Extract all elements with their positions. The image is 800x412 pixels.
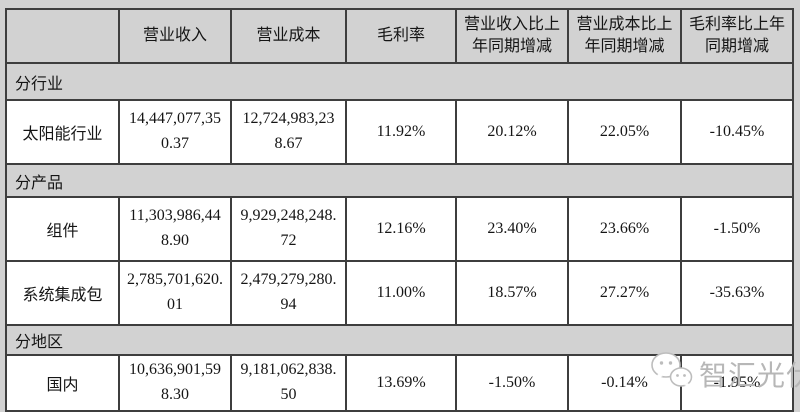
section-row-by-region: 分地区 xyxy=(5,324,794,356)
cell-cost-yoy: 27.27% xyxy=(567,260,682,326)
header-cell-empty xyxy=(5,8,120,64)
segment-table: 营业收入 营业成本 毛利率 营业收入比上 年同期增减 营业成本比上 年同期增减 … xyxy=(5,8,794,412)
cell-margin-yoy: -10.45% xyxy=(680,99,794,165)
cell-revenue-yoy: -1.50% xyxy=(455,354,569,412)
cell-margin: 11.00% xyxy=(345,260,457,326)
cell-revenue: 10,636,901,598.30 xyxy=(118,354,232,412)
header-cell-cost-yoy: 营业成本比上 年同期增减 xyxy=(567,8,682,64)
row-label: 组件 xyxy=(5,196,120,262)
section-label: 分地区 xyxy=(5,324,794,356)
table-row-domestic: 国内 10,636,901,598.30 9,181,062,838.50 13… xyxy=(5,354,794,412)
header-cell-revenue: 营业收入 xyxy=(118,8,232,64)
section-row-by-product: 分产品 xyxy=(5,163,794,198)
section-label: 分行业 xyxy=(5,62,794,101)
cell-margin: 13.69% xyxy=(345,354,457,412)
cell-margin-yoy: -1.50% xyxy=(680,196,794,262)
cell-cost: 9,181,062,838.50 xyxy=(230,354,347,412)
row-label: 国内 xyxy=(5,354,120,412)
cell-cost-yoy: 22.05% xyxy=(567,99,682,165)
header-cell-margin-yoy: 毛利率比上年 同期增减 xyxy=(680,8,794,64)
cell-margin: 12.16% xyxy=(345,196,457,262)
cell-cost: 9,929,248,248.72 xyxy=(230,196,347,262)
table-row-modules: 组件 11,303,986,448.90 9,929,248,248.72 12… xyxy=(5,196,794,262)
header-cell-margin: 毛利率 xyxy=(345,8,457,64)
cell-revenue-yoy: 23.40% xyxy=(455,196,569,262)
cell-cost: 2,479,279,280.94 xyxy=(230,260,347,326)
cell-revenue: 14,447,077,350.37 xyxy=(118,99,232,165)
table-row-solar-industry: 太阳能行业 14,447,077,350.37 12,724,983,238.6… xyxy=(5,99,794,165)
section-label: 分产品 xyxy=(5,163,794,198)
row-label: 太阳能行业 xyxy=(5,99,120,165)
cell-revenue: 11,303,986,448.90 xyxy=(118,196,232,262)
row-label: 系统集成包 xyxy=(5,260,120,326)
cell-revenue-yoy: 20.12% xyxy=(455,99,569,165)
header-cell-cost: 营业成本 xyxy=(230,8,347,64)
cell-cost-yoy: 23.66% xyxy=(567,196,682,262)
cell-margin-yoy: -1.95% xyxy=(680,354,794,412)
section-row-by-industry: 分行业 xyxy=(5,62,794,101)
cell-margin-yoy: -35.63% xyxy=(680,260,794,326)
cell-cost-yoy: -0.14% xyxy=(567,354,682,412)
table-row-system-integration: 系统集成包 2,785,701,620.01 2,479,279,280.94 … xyxy=(5,260,794,326)
header-cell-revenue-yoy: 营业收入比上 年同期增减 xyxy=(455,8,569,64)
cell-margin: 11.92% xyxy=(345,99,457,165)
table-header-row: 营业收入 营业成本 毛利率 营业收入比上 年同期增减 营业成本比上 年同期增减 … xyxy=(5,8,794,64)
cell-revenue-yoy: 18.57% xyxy=(455,260,569,326)
cell-cost: 12,724,983,238.67 xyxy=(230,99,347,165)
cell-revenue: 2,785,701,620.01 xyxy=(118,260,232,326)
segment-table-container: 营业收入 营业成本 毛利率 营业收入比上 年同期增减 营业成本比上 年同期增减 … xyxy=(5,8,794,412)
